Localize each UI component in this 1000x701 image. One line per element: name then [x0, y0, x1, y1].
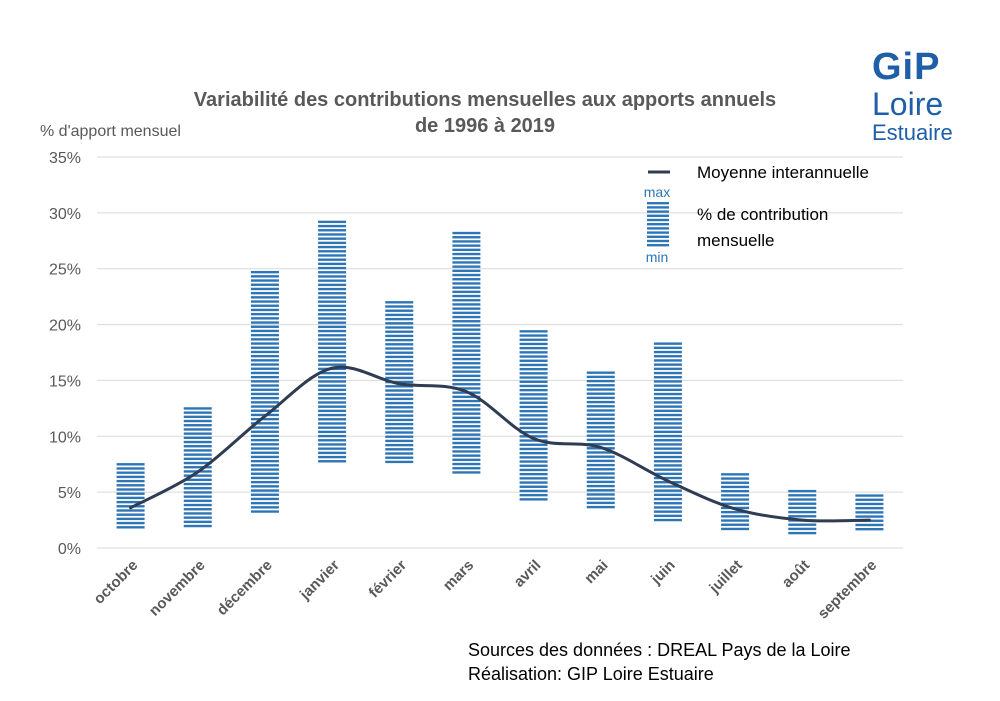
range-bar-novembre: [183, 407, 212, 528]
legend-range-swatch: [647, 202, 669, 247]
x-tick-label: février: [366, 557, 411, 602]
legend-range-label-1: % de contribution: [697, 205, 828, 224]
y-tick-label: 35%: [49, 150, 81, 167]
range-bar-mars: [452, 231, 481, 474]
x-tick-label: août: [779, 557, 813, 591]
range-bar-juillet: [721, 473, 750, 531]
range-bars: [116, 220, 884, 535]
y-tick-label: 5%: [58, 485, 81, 502]
y-tick-label: 15%: [49, 373, 81, 390]
range-bar-août: [788, 489, 817, 535]
logo-middle: Loire: [872, 86, 944, 122]
x-tick-label: avril: [511, 557, 545, 591]
x-tick-label: juillet: [705, 557, 745, 597]
chart-title-line-2: de 1996 à 2019: [415, 115, 555, 137]
mean-line-layer: [129, 365, 871, 523]
x-tick-label: juin: [647, 557, 679, 589]
range-bar-décembre: [250, 270, 279, 513]
range-bar-avril: [519, 330, 548, 501]
y-tick-label: 10%: [49, 429, 81, 446]
y-tick-label: 0%: [58, 541, 81, 558]
legend-max-label: max: [644, 184, 670, 200]
legend-line-label: Moyenne interannuelle: [697, 163, 869, 182]
x-tick-label: octobre: [90, 557, 141, 608]
legend: Moyenne interannuelle max min % de contr…: [644, 163, 869, 265]
legend-range-label-2: mensuelle: [697, 231, 775, 250]
mean-line: [129, 365, 871, 523]
range-bar-janvier: [318, 220, 347, 463]
source-line-1: Sources des données : DREAL Pays de la L…: [468, 640, 851, 660]
range-bar-février: [385, 301, 414, 464]
legend-min-label: min: [646, 249, 669, 265]
y-tick-label: 30%: [49, 206, 81, 223]
y-tick-label: 20%: [49, 318, 81, 335]
x-tick-label: septembre: [815, 557, 881, 623]
y-axis-ticks: 0% 5% 10% 15% 20% 25% 30% 35%: [49, 150, 81, 558]
x-axis-ticks: octobre novembre décembre janvier février mar…: [90, 557, 880, 623]
logo-top: GiP: [872, 46, 941, 88]
x-tick-label: mars: [440, 557, 477, 594]
range-bar-juin: [653, 342, 682, 522]
y-axis-label: % d'apport mensuel: [40, 123, 181, 140]
logo-bottom: Estuaire: [872, 120, 953, 145]
y-tick-label: 25%: [49, 262, 81, 279]
gip-logo: GiP Loire Estuaire: [872, 48, 972, 144]
range-bar-mai: [586, 371, 615, 509]
legend-stripes: [647, 202, 669, 247]
chart-title-line-1: Variabilité des contributions mensuelles…: [194, 89, 776, 111]
x-tick-label: janvier: [296, 557, 343, 604]
gridlines: [97, 156, 903, 549]
x-tick-label: mai: [581, 557, 611, 587]
x-tick-label: novembre: [146, 557, 209, 620]
source-line-2: Réalisation: GIP Loire Estuaire: [468, 664, 714, 684]
range-bar-octobre: [116, 463, 145, 529]
x-tick-label: décembre: [214, 557, 276, 619]
range-bar-septembre: [855, 494, 884, 531]
